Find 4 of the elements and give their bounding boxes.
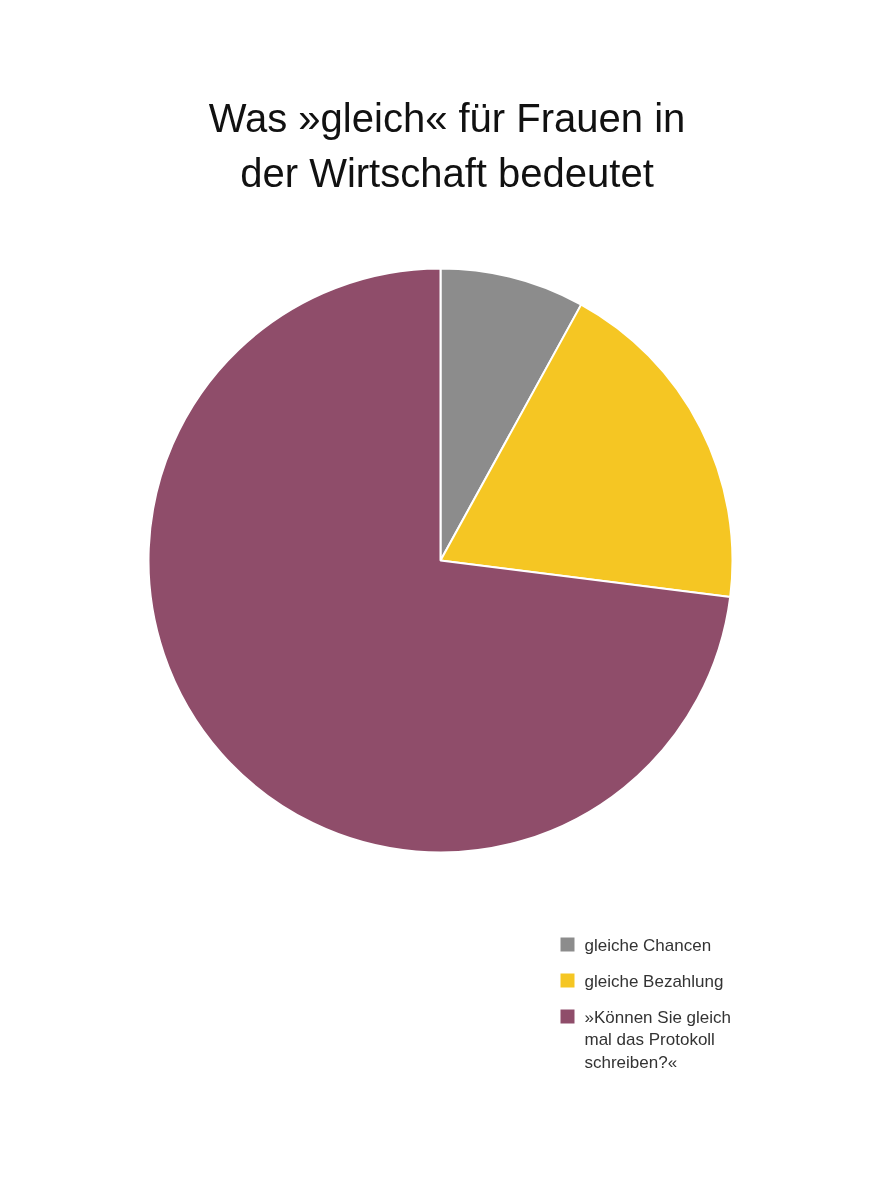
legend-label: gleiche Bezahlung [584, 971, 724, 991]
legend-label: »Können Sie gleich mal das Protokoll schreiben?« [584, 1007, 732, 1073]
chart-title: Was »gleich« für Frauen in der Wirtschaft bedeutet [208, 95, 686, 195]
legend-label: gleiche Chancen [584, 935, 712, 955]
